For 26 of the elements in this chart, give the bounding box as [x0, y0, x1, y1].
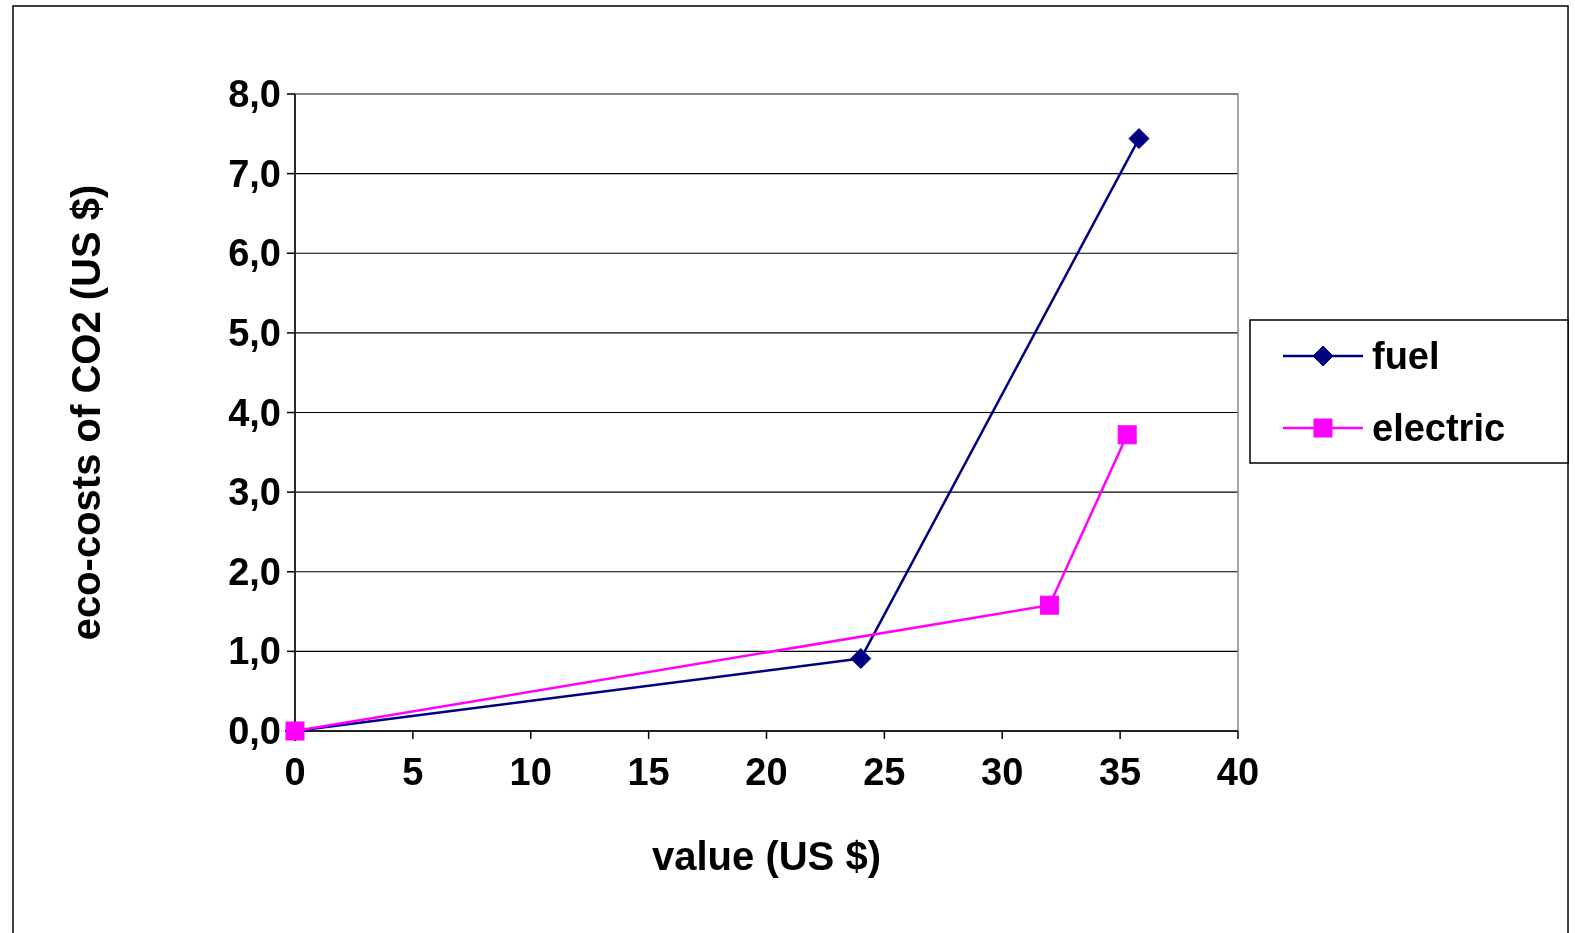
y-axis-title: eco-costs of CO2 (US $) — [64, 184, 108, 641]
y-tick-label: 4,0 — [228, 391, 281, 434]
point — [1128, 128, 1150, 150]
x-tick-label: 20 — [745, 751, 788, 793]
y-tick-label: 7,0 — [228, 152, 281, 195]
legend-label: electric — [1372, 407, 1506, 449]
point — [1039, 595, 1059, 615]
x-tick-label: 40 — [1216, 751, 1260, 793]
x-tick-label: 15 — [627, 751, 670, 793]
x-tick-label: 25 — [863, 751, 906, 793]
point — [1117, 425, 1137, 445]
y-tick-label: 2,0 — [228, 550, 281, 593]
y-tick-label: 0,0 — [228, 710, 281, 752]
x-tick-label: 5 — [402, 751, 424, 793]
legend-label: fuel — [1372, 335, 1440, 377]
x-tick-label: 0 — [284, 751, 306, 793]
y-tick-label: 3,0 — [228, 471, 281, 514]
x-tick-label: 30 — [981, 751, 1024, 793]
x-tick-label: 10 — [509, 751, 552, 793]
y-tick-label: 1,0 — [228, 630, 281, 673]
y-tick-label: 8,0 — [228, 73, 281, 115]
y-tick-label: 5,0 — [228, 311, 281, 354]
x-axis-title: value (US $) — [652, 834, 881, 878]
y-tick-label: 6,0 — [228, 232, 281, 275]
point — [850, 648, 872, 670]
x-tick-label: 35 — [1098, 751, 1142, 793]
